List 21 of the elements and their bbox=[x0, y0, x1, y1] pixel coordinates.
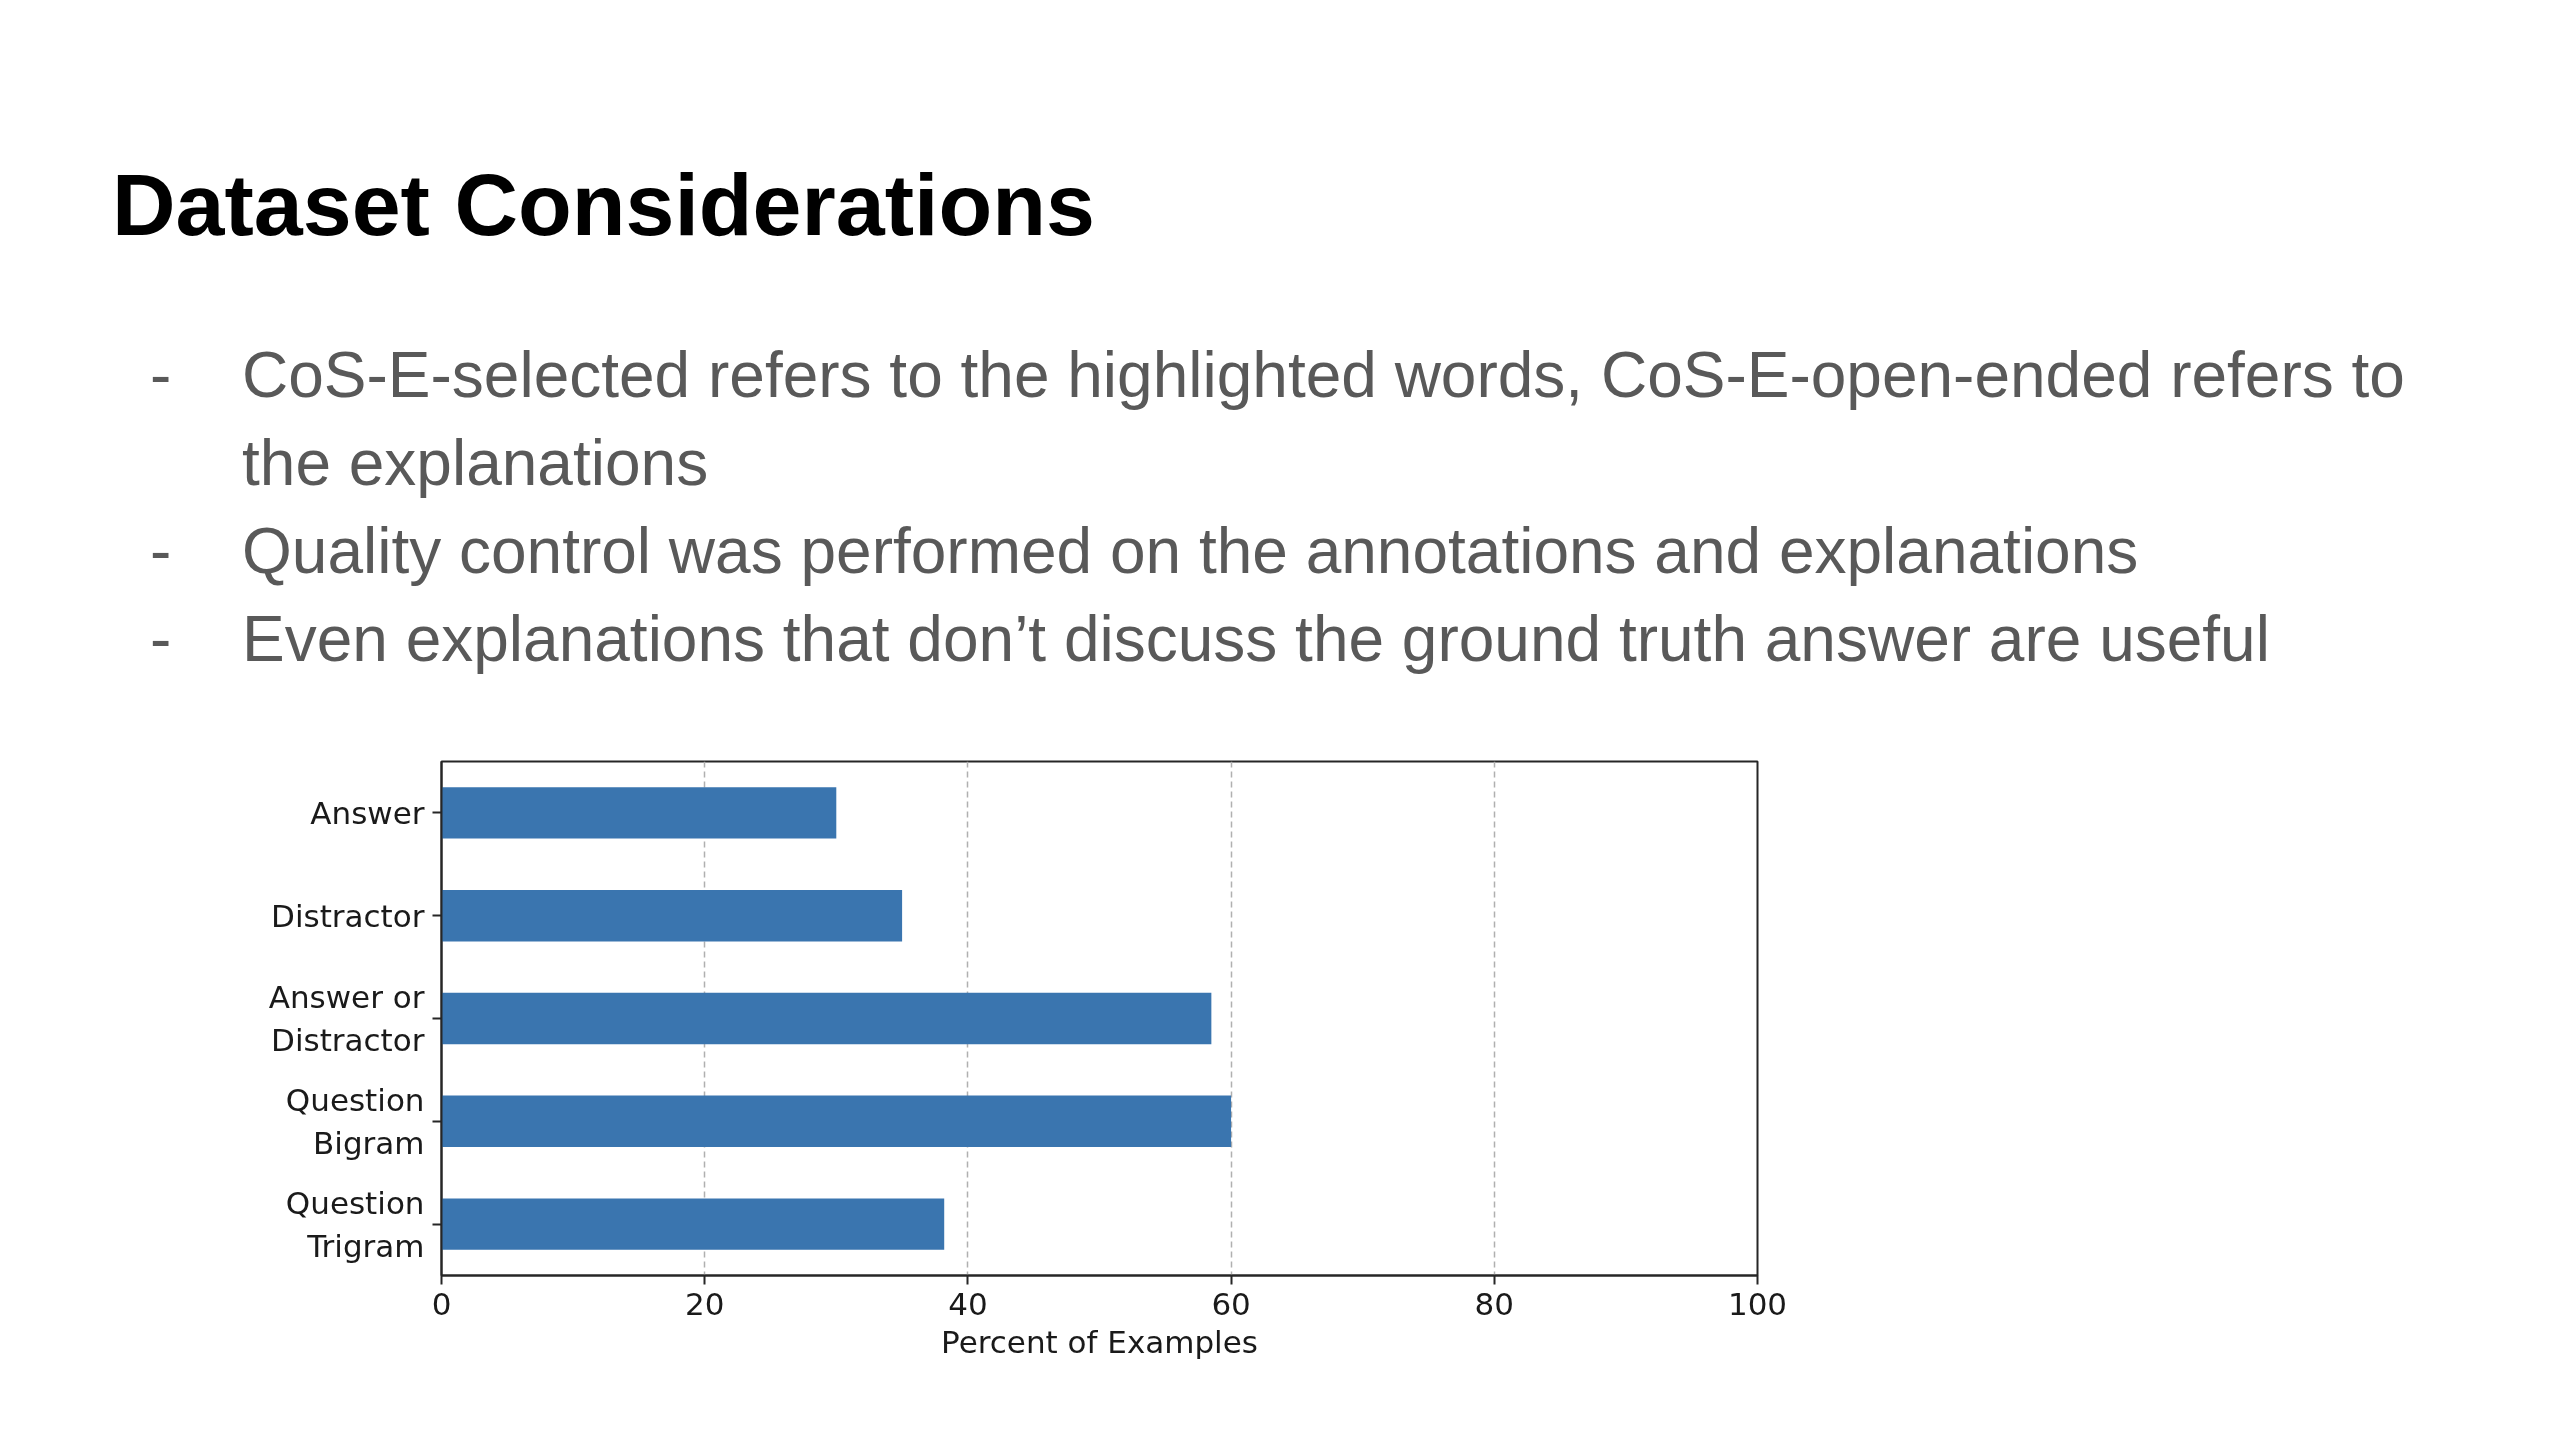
bar bbox=[441, 992, 1212, 1045]
x-axis-title: Percent of Examples bbox=[941, 1323, 1258, 1360]
text: - Even explanations that don’t discuss the ground truth answer are useful bbox=[150, 602, 2271, 677]
text: - Quality control was performed on the annotations and explanations bbox=[150, 514, 2140, 589]
chart-title: Dataset Considerations bbox=[112, 154, 1095, 256]
bar bbox=[441, 787, 837, 839]
y-tick-label: Answer or Distractor bbox=[268, 978, 425, 1059]
bar bbox=[441, 1095, 1232, 1147]
x-tick-label: 20 bbox=[684, 1285, 725, 1322]
y-tick-label: Question Trigram bbox=[285, 1184, 425, 1264]
x-tick-label: 0 bbox=[431, 1285, 452, 1322]
y-tick-label: Answer bbox=[310, 794, 425, 831]
text: - CoS-E-selected refers to the highlighted words, CoS-E-open-ended refers to the explanations bbox=[150, 338, 2406, 501]
x-tick-label: 60 bbox=[1211, 1285, 1251, 1322]
bar bbox=[441, 1198, 945, 1250]
x-tick-label: 40 bbox=[948, 1285, 988, 1322]
y-tick-label: Distractor bbox=[271, 897, 425, 934]
x-tick-label: 100 bbox=[1727, 1285, 1788, 1322]
bar bbox=[441, 890, 903, 942]
x-tick-label: 80 bbox=[1474, 1285, 1515, 1322]
y-tick-label: Question Bigram bbox=[285, 1081, 425, 1161]
